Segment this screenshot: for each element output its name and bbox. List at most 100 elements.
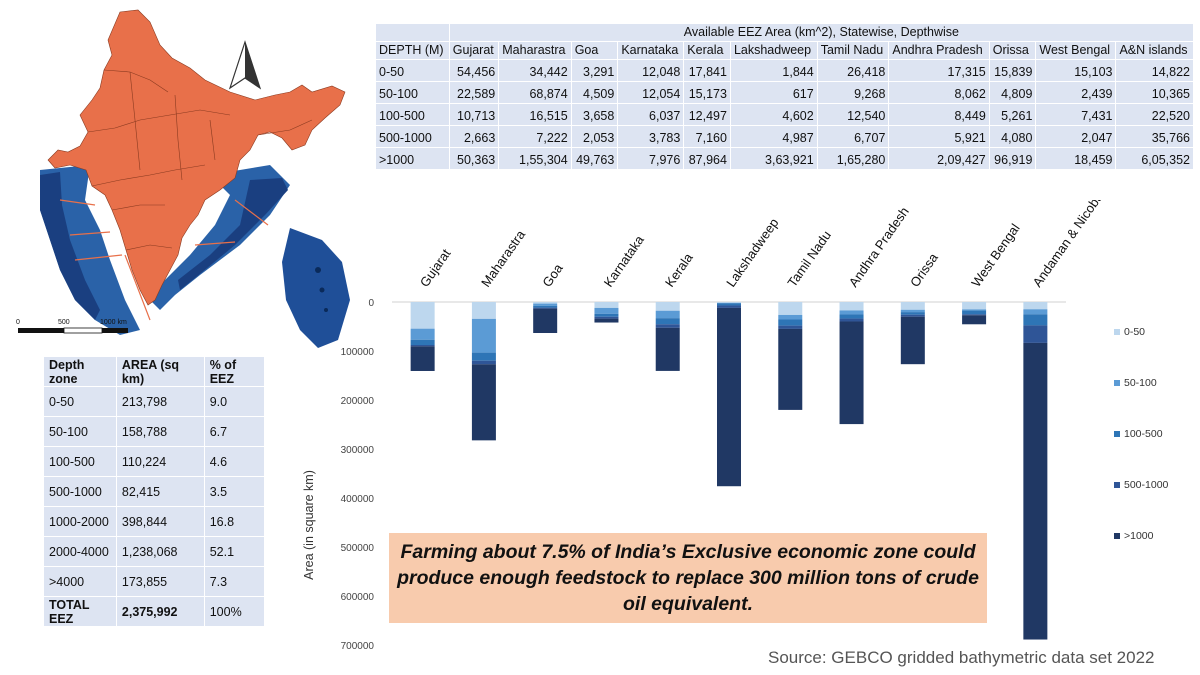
table-cell: 6,05,352 [1115, 147, 1194, 170]
table-cell: 4,602 [730, 103, 818, 126]
bar-segment [717, 305, 741, 308]
x-category-label: Tamil Nadu [784, 228, 834, 290]
table-cell: 5,261 [989, 103, 1037, 126]
x-category-label: Gujarat [417, 246, 454, 290]
bar-segment [962, 314, 987, 316]
x-category-label: Andaman & Nicobar [1030, 200, 1109, 290]
table-cell: 3,783 [617, 125, 685, 148]
table-cell: 617 [730, 81, 818, 104]
table-cell: 14,822 [1115, 59, 1194, 82]
table-cell: 3,63,921 [730, 147, 818, 170]
bar-segment [839, 310, 864, 315]
table-cell: 3.5 [204, 476, 266, 507]
table-row: 500-1000 82,415 3.5 [44, 476, 266, 507]
table-cell: 49,763 [571, 147, 619, 170]
table-spacer [376, 24, 450, 42]
table-cell: 2,439 [1035, 81, 1117, 104]
scale-bar: 0 500 1000 km [16, 319, 128, 334]
table-cell: 4,809 [989, 81, 1037, 104]
y-tick-label: 200000 [341, 396, 375, 407]
header-state: Karnataka [617, 41, 685, 60]
table-cell: 7.3 [204, 566, 266, 597]
bar-segment [655, 310, 680, 319]
table-cell: 110,224 [116, 446, 205, 477]
bar-segment [839, 321, 864, 425]
legend-label: 0-50 [1124, 326, 1145, 338]
bar-segment [778, 314, 803, 320]
callout-box: Farming about 7.5% of India’s Exclusive … [389, 533, 987, 623]
table-cell: >4000 [44, 566, 117, 597]
table-cell: 500-1000 [44, 476, 117, 507]
table-cell: 12,048 [617, 59, 685, 82]
table-row: >4000 173,855 7.3 [44, 566, 266, 597]
source-note: Source: GEBCO gridded bathymetric data s… [768, 648, 1155, 667]
y-tick-label: 500000 [341, 543, 375, 554]
bar-segment [778, 325, 803, 329]
header-state: Kerala [683, 41, 731, 60]
table-cell: 68,874 [498, 81, 572, 104]
bar-segment [533, 305, 558, 308]
table-cell: 12,540 [817, 103, 890, 126]
bar-segment [471, 302, 496, 319]
eez-west-deep [40, 172, 100, 320]
bar-segment [717, 303, 741, 306]
scale-label-500: 500 [58, 319, 70, 326]
table-row: >1000 50,363 1,55,304 49,763 7,976 87,964 3,63… [376, 147, 1194, 170]
table-cell: 17,841 [683, 59, 731, 82]
table-cell: 8,062 [888, 81, 990, 104]
y-tick-label: 700000 [341, 641, 375, 652]
statewise-eez-table: Available EEZ Area (km^2), Statewise, De… [376, 24, 1195, 170]
legend-label: 500-1000 [1124, 479, 1169, 491]
table-cell: 100-500 [44, 446, 117, 477]
table-cell: 12,497 [683, 103, 731, 126]
table-cell: 398,844 [116, 506, 205, 537]
bar-segment [655, 324, 680, 328]
bar-segment [594, 302, 619, 308]
legend-label: >1000 [1124, 530, 1154, 542]
table-cell: 87,964 [683, 147, 731, 170]
x-category-label: Kerala [662, 250, 696, 290]
table-cell: 3,658 [571, 103, 619, 126]
scale-label-0: 0 [16, 319, 20, 326]
table-cell: 1,65,280 [817, 147, 890, 170]
bar-segment [471, 360, 496, 365]
bar-segment [839, 302, 864, 311]
table-row: 100-500 10,713 16,515 3,658 6,037 12,497 4,602… [376, 103, 1194, 126]
bar-segment [594, 316, 619, 319]
bar-segment [900, 302, 925, 310]
table-cell: 7,431 [1035, 103, 1117, 126]
table-cell: 10,713 [449, 103, 500, 126]
table-cell: 50,363 [449, 147, 500, 170]
table-cell: 1,844 [730, 59, 818, 82]
table-cell: 15,173 [683, 81, 731, 104]
table-cell: 35,766 [1115, 125, 1194, 148]
table-cell: 52.1 [204, 536, 266, 567]
bar-segment [655, 302, 680, 311]
legend-label: 50-100 [1124, 377, 1157, 389]
table-cell: 2,09,427 [888, 147, 990, 170]
bar-segment [778, 302, 803, 315]
bar-segment [962, 315, 987, 325]
table-cell: 22,589 [449, 81, 500, 104]
table-cell: 16,515 [498, 103, 572, 126]
north-arrow-icon [228, 40, 262, 90]
bar-segment [410, 346, 435, 371]
table-cell: Depth zone [44, 357, 117, 387]
bar-segment [717, 302, 741, 303]
row-depth-label: 500-1000 [376, 125, 450, 148]
table-cell: 12,054 [617, 81, 685, 104]
bar-segment [533, 308, 558, 334]
table-cell: 6.7 [204, 416, 266, 447]
table-cell: 173,855 [116, 566, 205, 597]
table-cell: 26,418 [817, 59, 890, 82]
depth-zone-table: Depth zone AREA (sq km)% of EEZ 0-50 213,79… [44, 357, 266, 627]
bar-segment [533, 307, 558, 309]
bar-segment [1023, 302, 1048, 310]
x-category-label: Karnataka [601, 232, 648, 290]
bar-segment [594, 307, 619, 314]
table-cell: 1,238,068 [116, 536, 205, 567]
bar-segment [839, 314, 864, 319]
row-depth-label: 0-50 [376, 59, 450, 82]
table-header-row: DEPTH (M) Gujarat Maharastra Goa Karnataka Ke… [376, 41, 1194, 60]
table-cell: 2,053 [571, 125, 619, 148]
